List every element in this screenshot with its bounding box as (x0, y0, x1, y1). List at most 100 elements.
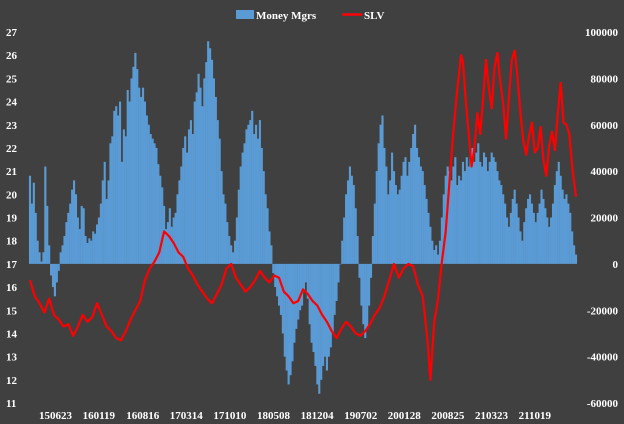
right-tick-label-7: 80000 (591, 73, 619, 85)
bar-money-mgrs-201 (414, 124, 417, 264)
bar-money-mgrs-11 (50, 263, 53, 276)
bar-money-mgrs-202 (415, 147, 419, 264)
bar-money-mgrs-183 (379, 124, 382, 264)
bar-money-mgrs-37 (99, 203, 102, 264)
bar-money-mgrs-8 (44, 166, 47, 264)
bar-money-mgrs-149 (314, 263, 317, 366)
bar-money-mgrs-273 (551, 203, 555, 264)
bar-money-mgrs-246 (500, 185, 503, 264)
bar-money-mgrs-231 (471, 147, 474, 264)
bar-money-mgrs-175 (364, 263, 367, 339)
bar-money-mgrs-54 (132, 66, 135, 264)
left-tick-label-0: 11 (6, 398, 16, 410)
bar-money-mgrs-256 (519, 231, 522, 264)
bar-money-mgrs-66 (155, 147, 158, 264)
left-tick-label-5: 16 (6, 282, 18, 294)
bar-money-mgrs-208 (427, 212, 430, 264)
bar-money-mgrs-279 (563, 198, 566, 264)
bar-money-mgrs-120 (258, 120, 261, 264)
bar-money-mgrs-5 (38, 252, 41, 264)
legend-label-slv: SLV (364, 10, 384, 22)
bar-money-mgrs-258 (523, 222, 526, 264)
bar-money-mgrs-2 (32, 182, 35, 264)
right-tick-label-1: -40000 (587, 352, 619, 364)
bar-money-mgrs-272 (550, 217, 553, 264)
bar-money-mgrs-207 (425, 198, 428, 264)
bar-money-mgrs-39 (103, 161, 106, 264)
bar-money-mgrs-28 (82, 208, 85, 264)
bar-money-mgrs-44 (113, 110, 116, 264)
bar-money-mgrs-51 (126, 89, 129, 264)
bar-money-mgrs-238 (484, 157, 488, 264)
legend-swatch-money-mgrs (236, 10, 254, 19)
bar-money-mgrs-210 (431, 240, 434, 264)
bar-money-mgrs-195 (402, 161, 405, 264)
bar-money-mgrs-268 (542, 198, 545, 264)
bar-money-mgrs-254 (515, 203, 518, 264)
bar-money-mgrs-130 (278, 263, 281, 306)
bar-money-mgrs-63 (149, 134, 152, 264)
bar-money-mgrs-285 (574, 254, 578, 264)
bar-money-mgrs-229 (467, 166, 470, 264)
bar-money-mgrs-164 (343, 217, 346, 264)
bar-money-mgrs-136 (289, 263, 292, 376)
bar-money-mgrs-249 (505, 217, 509, 264)
bar-money-mgrs-165 (345, 194, 348, 264)
bar-money-mgrs-188 (389, 180, 392, 264)
bar-money-mgrs-76 (174, 212, 177, 264)
bar-money-mgrs-43 (111, 136, 114, 264)
bar-money-mgrs-237 (482, 152, 486, 264)
left-tick-label-4: 15 (6, 305, 18, 317)
bar-money-mgrs-129 (276, 263, 279, 297)
bar-money-mgrs-194 (400, 175, 403, 264)
x-tick-label-2: 160816 (126, 410, 160, 422)
bar-money-mgrs-271 (548, 226, 551, 264)
bar-money-mgrs-3 (34, 212, 37, 264)
left-tick-label-1: 12 (6, 375, 18, 387)
left-tick-label-3: 14 (6, 328, 18, 340)
bar-money-mgrs-263 (532, 212, 535, 264)
bar-money-mgrs-10 (48, 245, 51, 264)
bar-money-mgrs-50 (124, 136, 127, 264)
bar-money-mgrs-174 (362, 263, 365, 325)
bar-money-mgrs-64 (151, 138, 154, 264)
bar-money-mgrs-26 (78, 229, 81, 264)
bar-money-mgrs-211 (433, 249, 436, 264)
bar-money-mgrs-252 (511, 198, 514, 264)
bar-money-mgrs-107 (233, 240, 237, 264)
bar-money-mgrs-214 (438, 240, 442, 264)
left-tick-label-14: 25 (6, 73, 18, 85)
bar-money-mgrs-274 (553, 185, 556, 264)
bar-money-mgrs-240 (488, 161, 491, 264)
bar-money-mgrs-102 (224, 203, 227, 264)
bar-money-mgrs-259 (525, 208, 528, 264)
bar-money-mgrs-228 (465, 157, 468, 264)
bar-money-mgrs-38 (101, 180, 104, 264)
bar-money-mgrs-196 (404, 157, 407, 264)
bar-money-mgrs-177 (368, 263, 371, 306)
bar-money-mgrs-245 (498, 180, 501, 264)
bar-money-mgrs-233 (475, 152, 478, 264)
bar-money-mgrs-75 (172, 217, 175, 264)
bar-money-mgrs-206 (423, 185, 426, 264)
bar-money-mgrs-275 (555, 171, 558, 264)
bar-money-mgrs-61 (145, 115, 148, 264)
bar-money-mgrs-35 (96, 224, 99, 264)
bar-money-mgrs-257 (521, 240, 524, 264)
bar-money-mgrs-147 (310, 263, 313, 343)
bar-money-mgrs-17 (61, 245, 64, 264)
bar-money-mgrs-182 (377, 143, 380, 264)
bar-money-mgrs-180 (373, 203, 376, 264)
bar-money-mgrs-204 (419, 166, 422, 264)
bar-money-mgrs-243 (494, 161, 497, 264)
bar-money-mgrs-119 (256, 138, 260, 264)
bar-money-mgrs-224 (458, 175, 461, 264)
bar-money-mgrs-112 (243, 143, 246, 264)
x-tick-label-4: 171010 (213, 410, 247, 422)
bar-money-mgrs-221 (452, 166, 455, 264)
left-tick-label-16: 27 (6, 27, 18, 39)
bar-money-mgrs-160 (335, 263, 338, 301)
bar-money-mgrs-146 (308, 263, 311, 325)
right-tick-label-4: 20000 (591, 213, 619, 225)
